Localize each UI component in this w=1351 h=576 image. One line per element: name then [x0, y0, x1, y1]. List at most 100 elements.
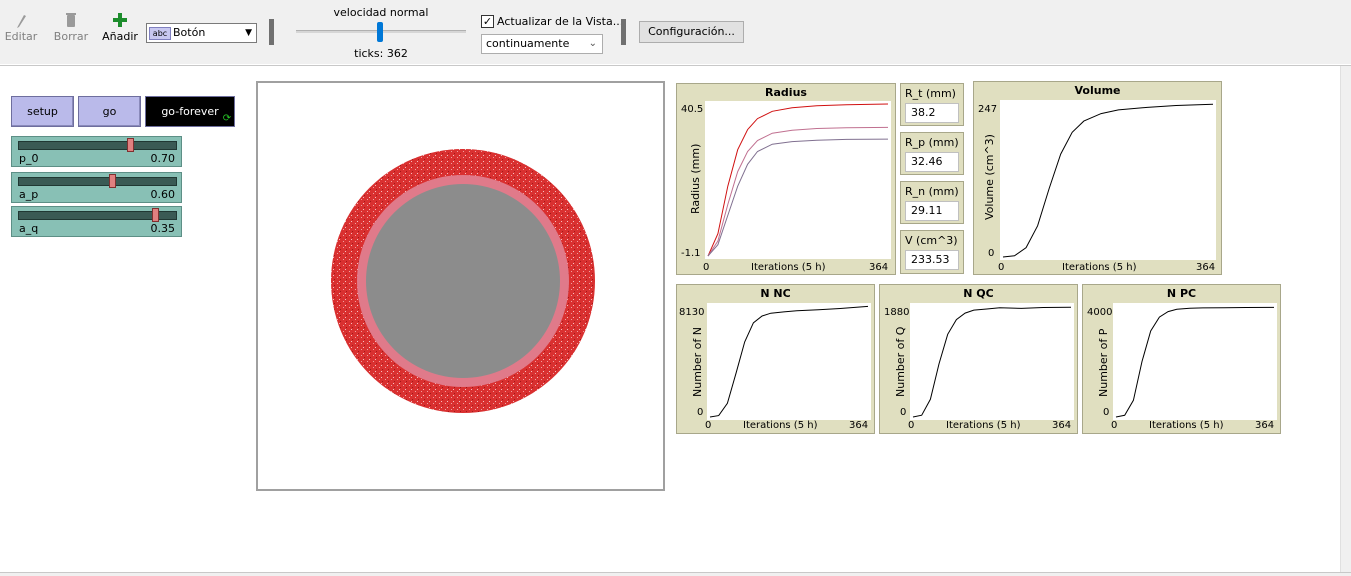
toolbar-separator — [269, 19, 274, 45]
y-min-tick: 0 — [988, 248, 995, 259]
monitor-value: 32.46 — [905, 152, 959, 172]
slider-value: 0.35 — [150, 222, 176, 235]
plot-area — [705, 101, 891, 259]
slider-p0[interactable]: p_0 0.70 — [11, 136, 182, 167]
chevron-down-icon: ⌄ — [588, 38, 597, 49]
edit-button[interactable]: Editar — [4, 12, 38, 43]
monitor-label: R_t (mm) — [905, 87, 956, 100]
monitor-value: 38.2 — [905, 103, 959, 123]
series-line-1 — [707, 126, 889, 257]
y-max-tick: 1880 — [884, 307, 910, 318]
pencil-icon — [17, 15, 26, 28]
trash-icon — [66, 13, 76, 27]
slider-track[interactable] — [18, 211, 177, 220]
y-min-tick: 0 — [900, 407, 907, 418]
slider-track[interactable] — [18, 141, 177, 150]
plot-area — [910, 303, 1074, 420]
button-widget-icon: abc — [149, 26, 171, 40]
x-max-tick: 364 — [849, 420, 869, 431]
toolbar-separator — [621, 19, 626, 45]
monitor-v: V (cm^3) 233.53 — [900, 230, 964, 274]
go-forever-button[interactable]: go-forever ⟳ — [145, 96, 235, 127]
plus-icon — [113, 13, 127, 27]
plot-title: N PC — [1166, 287, 1197, 300]
go-forever-label: go-forever — [161, 105, 219, 118]
go-button[interactable]: go — [78, 96, 141, 127]
plot-title: N NC — [760, 287, 791, 300]
bottom-splitter[interactable] — [0, 572, 1351, 576]
nnc-chart-svg — [709, 305, 869, 418]
slider-value: 0.70 — [150, 152, 176, 165]
slider-aq[interactable]: a_q 0.35 — [11, 206, 182, 237]
slider-thumb[interactable] — [127, 138, 135, 152]
speed-slider-thumb[interactable] — [377, 22, 383, 42]
monitor-label: V (cm^3) — [905, 234, 958, 247]
delete-button[interactable]: Borrar — [53, 12, 89, 43]
monitor-rn: R_n (mm) 29.11 — [900, 181, 964, 224]
widget-type-select[interactable]: abc Botón ▼ — [146, 23, 257, 43]
monitor-value: 29.11 — [905, 201, 959, 221]
slider-thumb[interactable] — [109, 174, 117, 188]
slider-name: p_0 — [19, 152, 39, 165]
x-max-tick: 364 — [1052, 420, 1072, 431]
series-line-0 — [1115, 306, 1275, 418]
y-max-tick: 8130 — [679, 307, 705, 318]
y-axis-label: Volume (cm^3) — [983, 134, 996, 220]
x-axis-label: Iterations (5 h) — [946, 420, 1021, 431]
volume-chart-svg — [1002, 103, 1214, 258]
interface-divider — [0, 65, 1351, 66]
monitor-value: 233.53 — [905, 250, 959, 270]
plot-title: N QC — [963, 287, 994, 300]
ticks-counter: ticks: 362 — [354, 47, 408, 60]
dropdown-arrow-icon: ▼ — [245, 28, 252, 38]
tumor-core — [366, 184, 560, 378]
series-line-0 — [707, 103, 889, 257]
update-view-checkbox[interactable]: ✓ — [481, 15, 494, 28]
y-max-tick: 247 — [978, 104, 998, 115]
setup-button[interactable]: setup — [11, 96, 74, 127]
series-line-0 — [709, 305, 869, 418]
volume-plot: Volume 247 0 0 364 Iterations (5 h) Volu… — [973, 81, 1222, 275]
world-view[interactable] — [256, 81, 665, 491]
monitor-rp: R_p (mm) 32.46 — [900, 132, 964, 175]
radius-plot: Radius 40.5 -1.1 0 364 Iterations (5 h) … — [676, 83, 896, 275]
plot-area — [1113, 303, 1277, 420]
x-axis-label: Iterations (5 h) — [1149, 420, 1224, 431]
nnc-plot: N NC 8130 0 0 364 Iterations (5 h) Numbe… — [676, 284, 875, 434]
slider-track[interactable] — [18, 177, 177, 186]
nqc-plot: N QC 1880 0 0 364 Iterations (5 h) Numbe… — [879, 284, 1078, 434]
slider-value: 0.60 — [150, 188, 176, 201]
plot-area — [707, 303, 871, 420]
x-axis-label: Iterations (5 h) — [751, 262, 826, 273]
y-axis-label: Radius (mm) — [689, 143, 702, 214]
settings-button[interactable]: Configuración... — [639, 21, 744, 43]
edit-label: Editar — [4, 30, 38, 43]
vertical-scrollbar[interactable] — [1340, 66, 1351, 574]
x-max-tick: 364 — [1196, 262, 1216, 273]
x-axis-label: Iterations (5 h) — [1062, 262, 1137, 273]
plot-title: Volume — [1074, 84, 1121, 97]
x-max-tick: 364 — [869, 262, 889, 273]
y-min-tick: 0 — [697, 407, 704, 418]
slider-ap[interactable]: a_p 0.60 — [11, 172, 182, 203]
add-button[interactable]: Añadir — [102, 12, 138, 43]
y-axis-label: Number of N — [691, 326, 704, 397]
slider-thumb[interactable] — [151, 208, 159, 222]
speed-label: velocidad normal — [333, 6, 429, 19]
monitor-rt: R_t (mm) 38.2 — [900, 83, 964, 126]
widget-type-value: Botón — [173, 26, 206, 39]
x-min-tick: 0 — [908, 420, 915, 431]
y-axis-label: Number of P — [1097, 328, 1110, 397]
update-mode-value: continuamente — [486, 37, 570, 50]
toolbar: Editar Borrar Añadir abc Botón ▼ velocida… — [0, 0, 1351, 64]
forever-loop-icon: ⟳ — [222, 113, 232, 124]
npc-plot: N PC 4000 0 0 364 Iterations (5 h) Numbe… — [1082, 284, 1281, 434]
x-min-tick: 0 — [998, 262, 1005, 273]
slider-name: a_q — [19, 222, 39, 235]
x-min-tick: 0 — [1111, 420, 1118, 431]
y-axis-label: Number of Q — [894, 326, 907, 397]
x-axis-label: Iterations (5 h) — [743, 420, 818, 431]
update-mode-select[interactable]: continuamente ⌄ — [481, 34, 603, 54]
update-view-label: Actualizar de la Vista... — [497, 15, 624, 28]
delete-label: Borrar — [53, 30, 89, 43]
